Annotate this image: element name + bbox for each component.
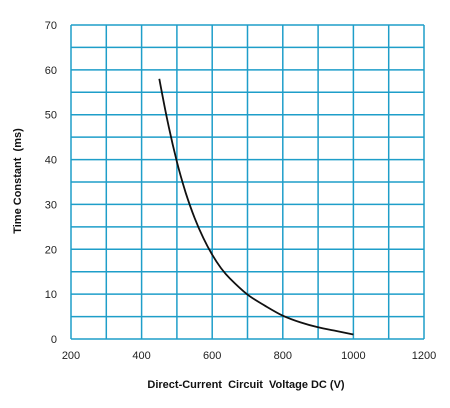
x-tick-label: 1200 <box>412 350 436 362</box>
y-tick-label: 40 <box>45 155 57 167</box>
y-tick-label: 50 <box>45 110 57 122</box>
y-tick-label: 10 <box>45 289 57 301</box>
x-tick-label: 800 <box>274 350 292 362</box>
x-axis-ticks: 200 400 600 800 1000 1200 <box>62 350 436 362</box>
y-tick-label: 30 <box>45 199 57 211</box>
x-tick-label: 400 <box>132 350 150 362</box>
y-tick-label: 60 <box>45 65 57 77</box>
plot-area <box>158 78 354 336</box>
grid <box>70 24 425 340</box>
x-tick-label: 600 <box>203 350 221 362</box>
y-axis-ticks: 0 10 20 30 40 50 60 70 <box>45 20 57 346</box>
x-axis-title: Direct-Current Circuit Voltage DC (V) <box>147 379 345 391</box>
y-tick-label: 20 <box>45 244 57 256</box>
x-tick-label: 1000 <box>341 350 365 362</box>
y-tick-label: 70 <box>45 20 57 32</box>
y-tick-label: 0 <box>51 334 57 346</box>
y-axis-title: Time Constant (ms) <box>12 128 24 234</box>
x-tick-label: 200 <box>62 350 80 362</box>
series-line-0 <box>158 78 354 336</box>
